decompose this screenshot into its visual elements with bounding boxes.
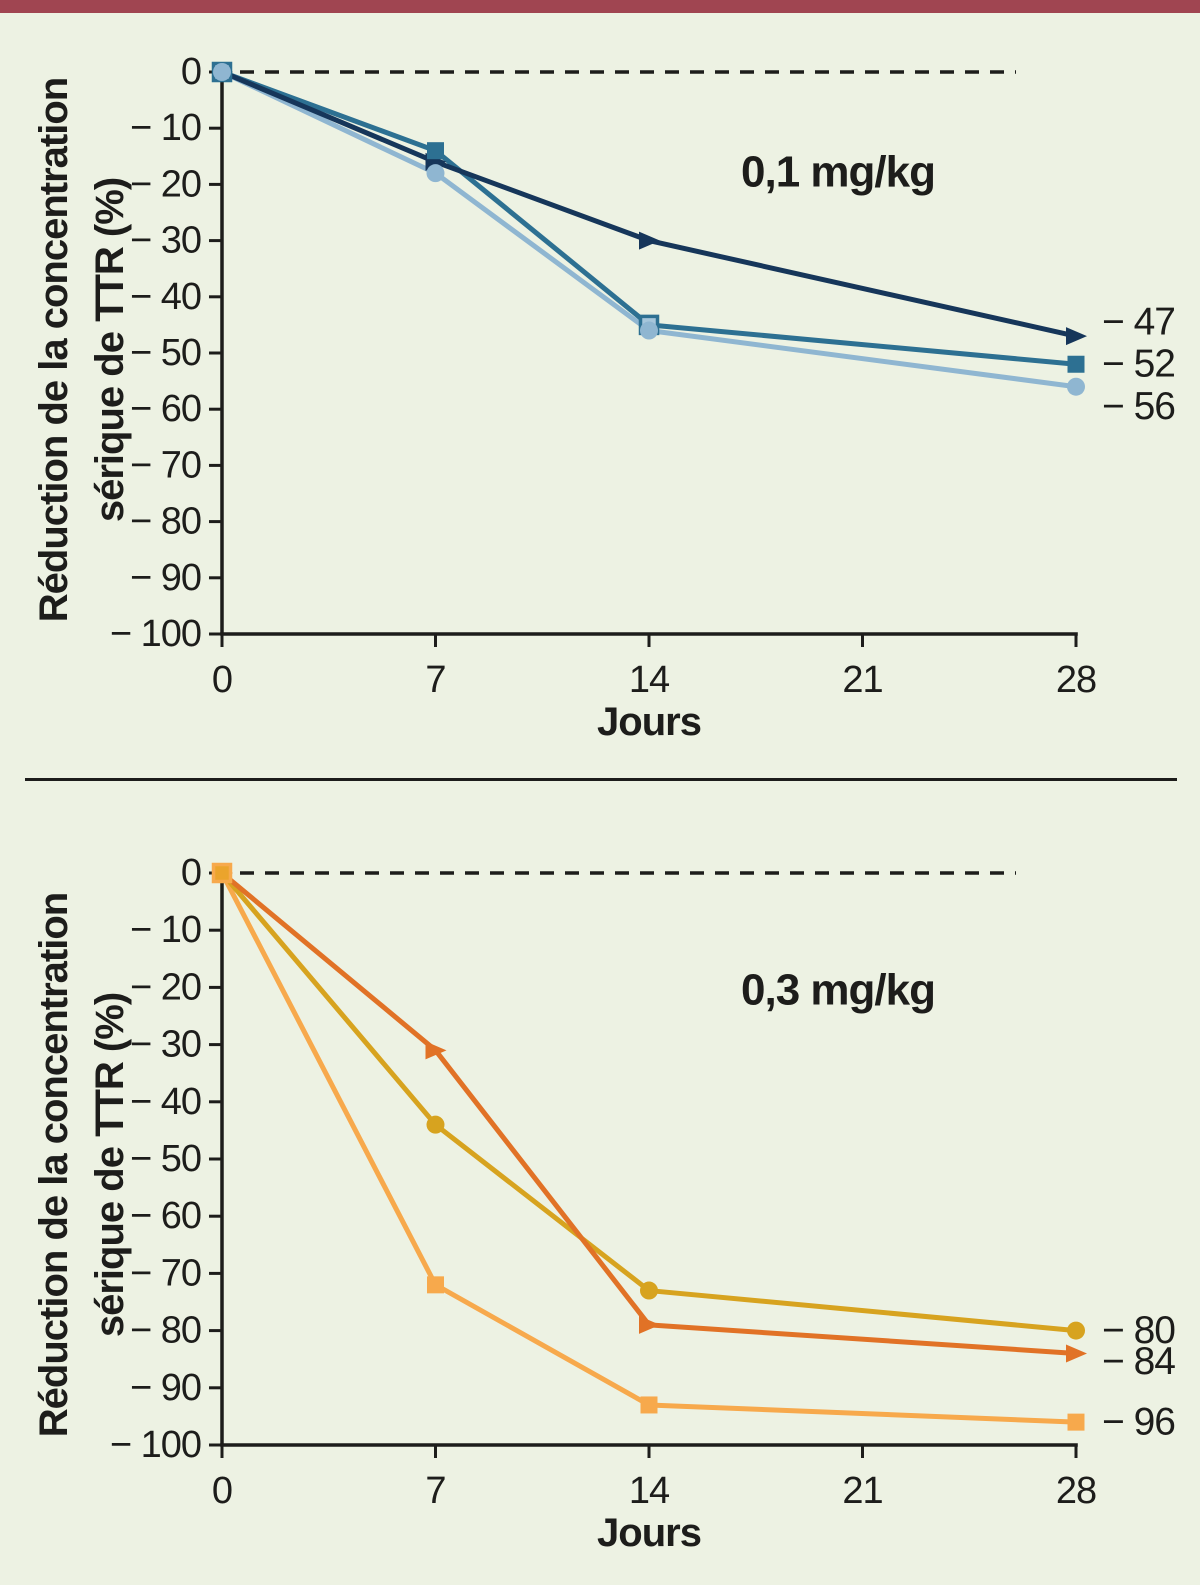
y-tick-label: − 30 (130, 1024, 201, 1066)
marker-light-orange-square (211, 862, 233, 884)
end-label-light-blue-circle: − 56 (1102, 385, 1175, 428)
y-tick-label: − 40 (130, 1081, 201, 1123)
y-tick-label: − 80 (130, 1310, 201, 1352)
dose-title: 0,1 mg/kg (741, 148, 935, 197)
y-tick-label: − 30 (130, 220, 201, 262)
y-tick-label: − 50 (130, 1138, 201, 1180)
marker-orange-triangle (425, 1041, 447, 1060)
end-label-teal-square: − 52 (1102, 343, 1175, 386)
x-tick-label: 7 (425, 1470, 445, 1512)
x-tick-label: 14 (629, 1470, 670, 1512)
y-axis-title: Réduction de la concentration sérique de … (32, 893, 132, 1437)
y-axis-title: Réduction de la concentration sérique de … (32, 78, 132, 622)
y-tick-label: 0 (181, 51, 201, 93)
x-tick-label: 28 (1056, 659, 1096, 701)
y-tick-label: − 40 (130, 276, 201, 318)
marker-gold-circle (426, 1115, 445, 1134)
marker-light-blue-circle (213, 63, 231, 81)
end-label-light-orange-square: − 96 (1102, 1401, 1175, 1444)
y-tick-label: − 60 (130, 388, 201, 430)
chart-dose-0-3-mgkg: 0 − 10 − 20 − 30 − 40 − 50 − 60 − 70 − 80 − 90 − 1… (32, 852, 1176, 1555)
marker-navy-triangle (639, 231, 660, 250)
y-tick-label: − 10 (130, 107, 201, 149)
marker-light-orange-square (640, 1396, 658, 1414)
marker-light-blue-circle (1067, 377, 1085, 396)
marker-light-orange-square (427, 1276, 444, 1294)
x-axis-title: Jours (597, 700, 701, 744)
y-tick-label: − 50 (130, 332, 201, 374)
end-label-gold-circle: − 80 (1102, 1309, 1175, 1352)
end-label-navy-triangle: − 47 (1102, 301, 1175, 344)
y-tick-label: − 80 (130, 501, 201, 543)
x-tick-label: 0 (212, 659, 232, 701)
marker-gold-circle (1067, 1321, 1085, 1340)
series-line-light-orange-square (219, 871, 1077, 1425)
y-tick-label: − 100 (110, 1424, 201, 1466)
series-line-gold-circle (220, 871, 1077, 1334)
charts-divider (25, 778, 1177, 781)
series-line-teal-square (221, 69, 1077, 367)
x-tick-label: 21 (842, 659, 882, 701)
series-line-navy-triangle (221, 69, 1077, 339)
chart-dose-0-1-mgkg: 0 − 10 − 20 − 30 − 40 − 50 − 60 − 70 − 80 − 90 − 1… (32, 51, 1176, 744)
marker-navy-triangle (1066, 327, 1087, 346)
series-line-light-blue-circle (220, 69, 1077, 390)
y-tick-label: − 70 (130, 444, 201, 486)
y-tick-label: 0 (181, 852, 201, 894)
end-label-orange-triangle: − 84 (1102, 1340, 1175, 1383)
x-tick-label: 28 (1056, 1470, 1096, 1512)
marker-light-blue-circle (426, 164, 445, 183)
y-tick-label: − 20 (130, 163, 201, 205)
x-tick-label: 21 (842, 1470, 882, 1512)
marker-light-orange-square (1067, 1413, 1085, 1431)
y-tick-label: − 90 (130, 557, 201, 599)
y-tick-label: − 70 (130, 1252, 201, 1294)
marker-light-blue-circle (640, 321, 658, 340)
marker-gold-circle (640, 1281, 658, 1300)
marker-teal-square (427, 142, 444, 160)
y-tick-label: − 60 (130, 1195, 201, 1237)
series-line-orange-triangle (220, 871, 1077, 1356)
top-accent-bar (0, 0, 1200, 13)
x-tick-label: 14 (629, 659, 670, 701)
y-tick-label: − 20 (130, 966, 201, 1008)
x-tick-label: 0 (212, 1470, 232, 1512)
x-tick-label: 7 (425, 659, 445, 701)
marker-teal-square (1067, 355, 1085, 373)
y-tick-label: − 10 (130, 909, 201, 951)
marker-orange-triangle (639, 1315, 660, 1334)
x-axis-title: Jours (597, 1511, 701, 1555)
y-tick-label: − 90 (130, 1367, 201, 1409)
dose-title: 0,3 mg/kg (741, 966, 935, 1015)
y-tick-label: − 100 (110, 613, 201, 655)
marker-orange-triangle (1066, 1344, 1087, 1363)
